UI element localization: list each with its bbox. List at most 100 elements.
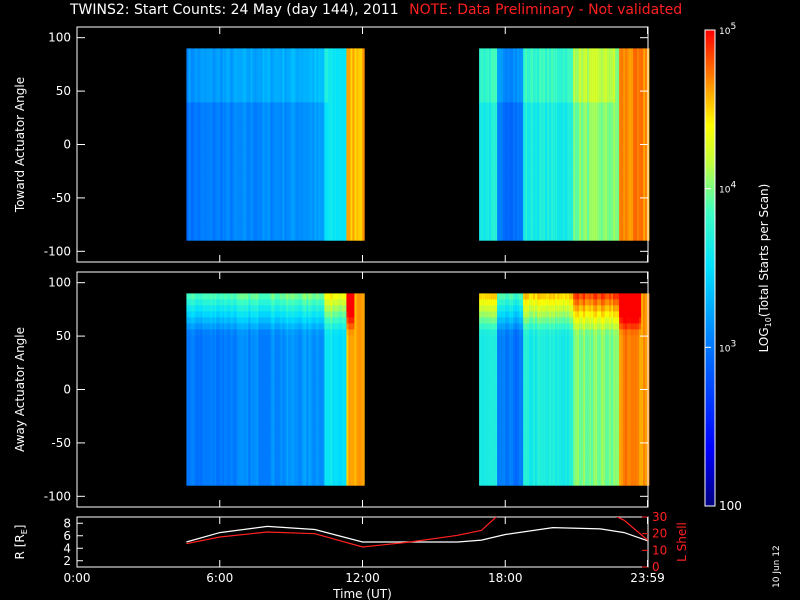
heatmap-cell <box>525 84 528 91</box>
heatmap-cell <box>246 228 249 235</box>
heatmap-cell <box>284 78 287 85</box>
heatmap-cell <box>334 78 337 85</box>
heatmap-cell <box>224 198 227 205</box>
heatmap-cell <box>493 150 496 157</box>
heatmap-cell <box>489 204 492 211</box>
heatmap-cell <box>348 228 351 235</box>
heatmap-cell <box>312 216 315 223</box>
heatmap-cell <box>501 60 504 67</box>
heatmap-cell <box>290 60 293 67</box>
heatmap-cell <box>342 72 345 79</box>
heatmap-cell <box>222 222 225 229</box>
heatmap-cell <box>605 114 608 121</box>
heatmap-cell <box>599 138 602 145</box>
heatmap-cell <box>294 228 297 235</box>
heatmap-cell <box>551 78 554 85</box>
heatmap-cell <box>244 78 247 85</box>
heatmap-cell <box>244 90 247 97</box>
heatmap-cell <box>234 132 237 139</box>
heatmap-cell <box>545 162 548 169</box>
heatmap-cell <box>342 84 345 91</box>
heatmap-cell <box>579 108 582 115</box>
heatmap-cell <box>493 132 496 139</box>
heatmap-cell <box>288 78 291 85</box>
heatmap-cell <box>238 132 241 139</box>
heatmap-cell <box>491 162 494 169</box>
heatmap-cell <box>278 114 281 121</box>
heatmap-cell <box>306 96 309 103</box>
heatmap-cell <box>264 234 267 241</box>
heatmap-cell <box>563 144 566 151</box>
heatmap-cell <box>350 66 353 73</box>
heatmap-cell <box>346 54 349 61</box>
heatmap-cell <box>324 126 327 133</box>
heatmap-cell <box>527 144 530 151</box>
heatmap-cell <box>254 96 257 103</box>
heatmap-cell <box>274 90 277 97</box>
heatmap-cell <box>282 150 285 157</box>
heatmap-cell <box>589 222 592 229</box>
heatmap-cell <box>545 132 548 139</box>
heatmap-cell <box>525 162 528 169</box>
heatmap-cell <box>491 144 494 151</box>
heatmap-cell <box>555 180 558 187</box>
heatmap-cell <box>485 222 488 229</box>
heatmap-cell <box>599 234 602 241</box>
heatmap-cell <box>250 144 253 151</box>
heatmap-cell <box>256 132 259 139</box>
heatmap-cell <box>214 216 217 223</box>
heatmap-cell <box>196 108 199 115</box>
heatmap-cell <box>595 84 598 91</box>
heatmap-cell <box>531 144 534 151</box>
heatmap-cell <box>553 132 556 139</box>
heatmap-cell <box>274 120 277 127</box>
heatmap-cell <box>589 90 592 97</box>
heatmap-cell <box>569 210 572 217</box>
heatmap-cell <box>254 228 257 235</box>
heatmap-cell <box>216 192 219 199</box>
heatmap-cell <box>188 234 191 241</box>
heatmap-cell <box>581 120 584 127</box>
heatmap-cell <box>304 72 307 79</box>
heatmap-cell <box>515 48 518 55</box>
heatmap-cell <box>605 138 608 145</box>
heatmap-cell <box>228 204 231 211</box>
heatmap-cell <box>216 108 219 115</box>
heatmap-cell <box>346 132 349 139</box>
heatmap-cell <box>543 156 546 163</box>
heatmap-cell <box>206 222 209 229</box>
heatmap-cell <box>483 228 486 235</box>
heatmap-cell <box>605 108 608 115</box>
heatmap-cell <box>258 192 261 199</box>
heatmap-cell <box>264 96 267 103</box>
heatmap-cell <box>186 54 189 61</box>
heatmap-cell <box>599 150 602 157</box>
heatmap-cell <box>204 54 207 61</box>
heatmap-cell <box>276 108 279 115</box>
heatmap-cell <box>577 72 580 79</box>
heatmap-cell <box>302 222 305 229</box>
heatmap-cell <box>531 72 534 79</box>
heatmap-cell <box>583 222 586 229</box>
heatmap-cell <box>360 168 363 175</box>
heatmap-cell <box>230 102 233 109</box>
heatmap-cell <box>192 84 195 91</box>
heatmap-cell <box>487 114 490 121</box>
heatmap-cell <box>565 96 568 103</box>
heatmap-cell <box>491 180 494 187</box>
heatmap-cell <box>190 216 193 223</box>
heatmap-cell <box>258 72 261 79</box>
heatmap-cell <box>306 66 309 73</box>
heatmap-cell <box>603 54 606 61</box>
heatmap-cell <box>535 198 538 205</box>
heatmap-cell <box>575 168 578 175</box>
heatmap-cell <box>284 120 287 127</box>
heatmap-cell <box>573 144 576 151</box>
heatmap-cell <box>304 210 307 217</box>
heatmap-cell <box>222 108 225 115</box>
heatmap-cell <box>274 150 277 157</box>
heatmap-cell <box>250 120 253 127</box>
heatmap-cell <box>340 54 343 61</box>
heatmap-cell <box>593 168 596 175</box>
heatmap-cell <box>573 60 576 67</box>
